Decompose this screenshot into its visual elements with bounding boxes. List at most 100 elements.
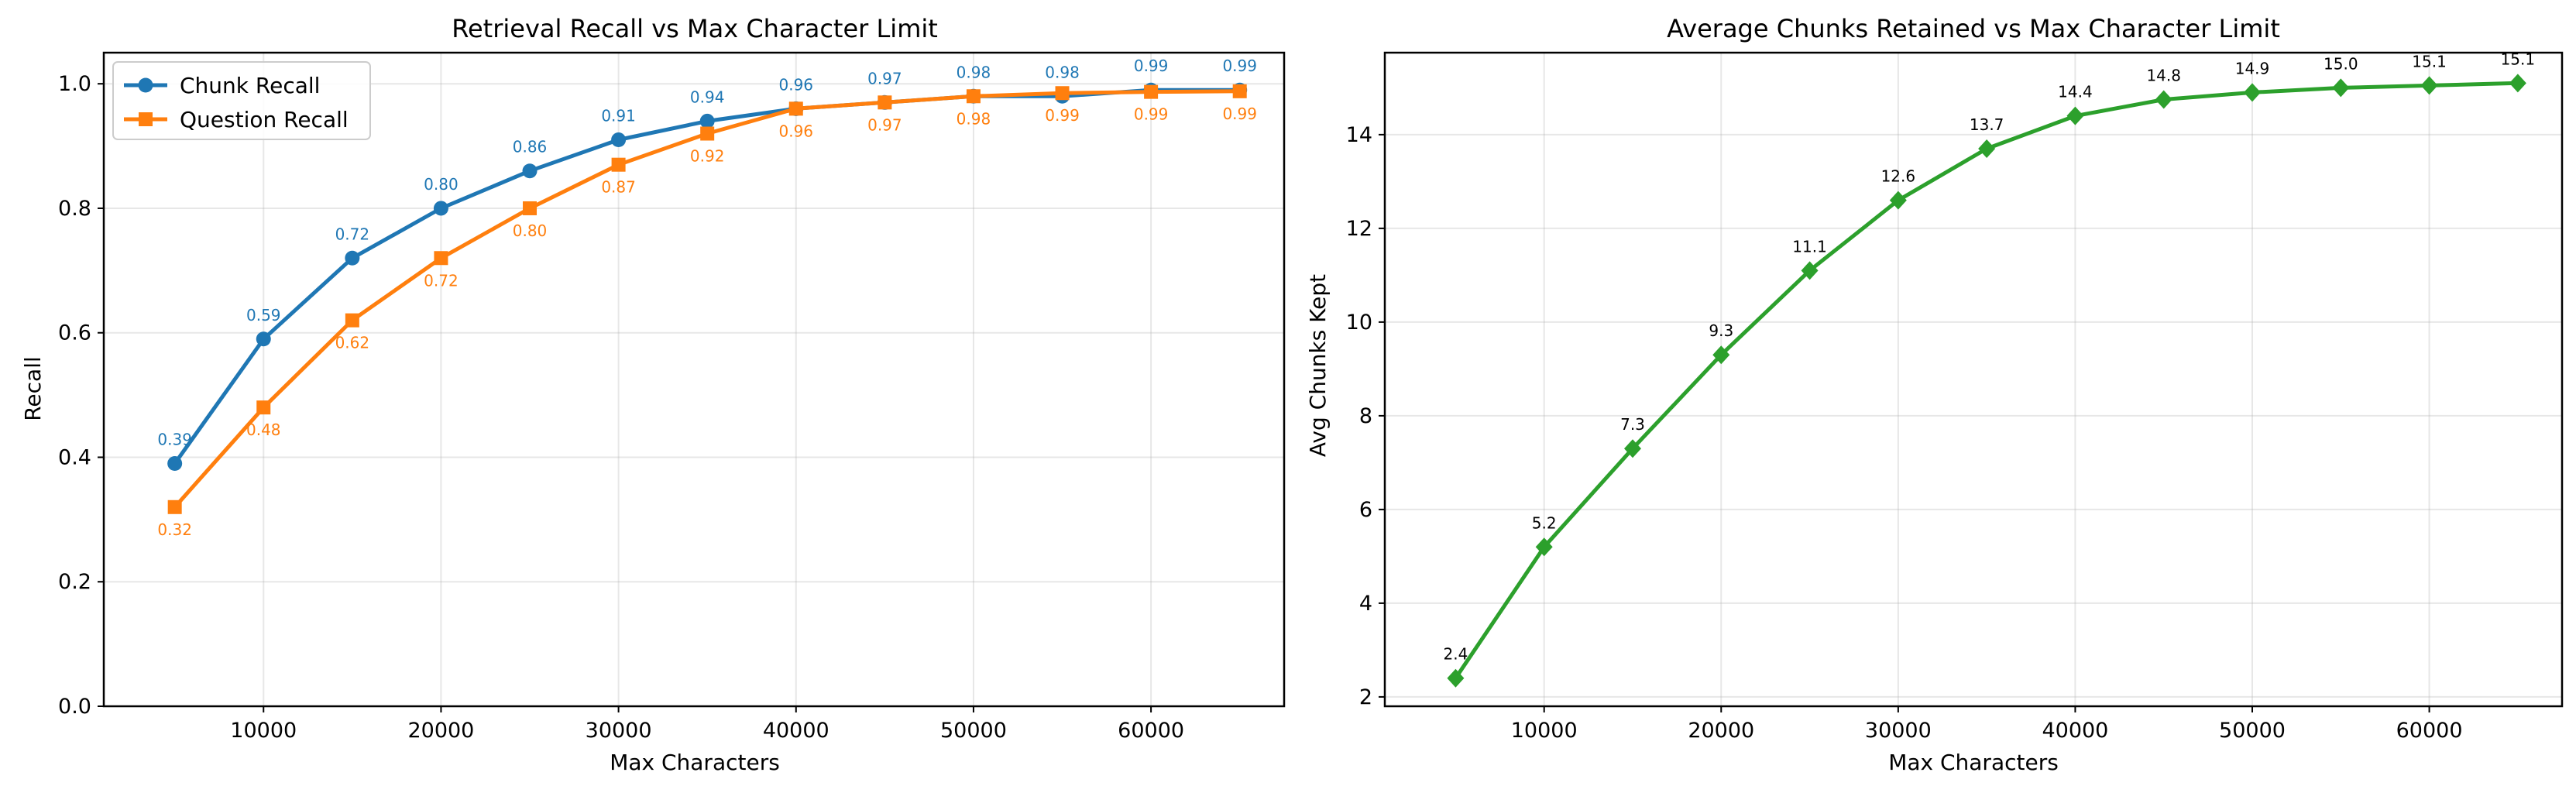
y-tick-label: 0.0 <box>58 695 91 719</box>
y-tick-label: 0.4 <box>58 445 91 469</box>
data-point <box>1144 84 1159 99</box>
data-point <box>700 126 715 141</box>
axes-frame <box>1383 51 2564 708</box>
y-tick-label: 4 <box>1359 592 1372 616</box>
data-point <box>2155 90 2172 109</box>
data-label: 0.99 <box>1045 106 1080 125</box>
chart-recall: Retrieval Recall vs Max Character Limit … <box>20 14 1286 775</box>
data-label: 0.98 <box>957 63 991 81</box>
legend-marker <box>138 77 153 93</box>
x-tick-label: 10000 <box>1511 719 1578 743</box>
data-label: 0.96 <box>779 122 814 140</box>
y-tick-label: 10 <box>1346 311 1372 335</box>
y-tick-label: 0.2 <box>58 570 91 594</box>
y-tick-label: 14 <box>1346 123 1372 147</box>
data-label: 0.99 <box>1134 57 1169 75</box>
data-point <box>1624 439 1641 458</box>
data-label: 0.86 <box>513 138 548 156</box>
data-label: 7.3 <box>1620 415 1645 434</box>
y-tick-label: 0.6 <box>58 321 91 345</box>
data-point <box>2244 83 2261 102</box>
data-label: 0.80 <box>513 221 548 240</box>
data-label: 5.2 <box>1532 513 1557 532</box>
data-label: 11.1 <box>1792 237 1827 256</box>
data-point <box>1978 139 1996 159</box>
data-label: 0.99 <box>1134 105 1169 124</box>
data-label: 0.98 <box>957 109 991 128</box>
y-tick-label: 1.0 <box>58 72 91 96</box>
data-label: 0.59 <box>246 306 281 324</box>
data-label: 2.4 <box>1444 645 1468 664</box>
data-point <box>1535 537 1553 557</box>
data-point <box>1055 86 1070 101</box>
data-label: 0.72 <box>335 225 370 243</box>
data-label: 14.8 <box>2146 67 2181 85</box>
data-point <box>256 400 271 415</box>
x-tick-label: 40000 <box>763 719 829 743</box>
x-tick-label: 60000 <box>2396 719 2463 743</box>
data-label: 0.62 <box>335 334 370 352</box>
data-label: 12.6 <box>1881 167 1916 186</box>
data-label: 0.96 <box>779 75 814 94</box>
data-point <box>522 163 538 179</box>
data-label: 0.80 <box>424 175 459 194</box>
data-point <box>1232 84 1247 98</box>
x-tick-label: 30000 <box>586 719 652 743</box>
x-tick-label: 30000 <box>1865 719 1932 743</box>
data-label: 0.72 <box>424 271 459 290</box>
x-tick-label: 50000 <box>2219 719 2286 743</box>
data-point <box>611 132 627 148</box>
data-point <box>788 101 803 116</box>
data-point <box>523 201 538 215</box>
data-point <box>1801 261 1819 280</box>
data-point <box>699 113 715 129</box>
data-label: 0.39 <box>157 431 192 449</box>
series-line <box>1454 81 2518 680</box>
data-point <box>2066 106 2084 125</box>
data-point <box>345 250 360 266</box>
data-label: 0.94 <box>690 88 725 106</box>
legend-marker <box>139 112 153 126</box>
legend-box <box>112 61 371 140</box>
data-label: 0.48 <box>246 421 281 439</box>
data-label: 15.1 <box>2412 52 2447 70</box>
data-point <box>433 201 448 216</box>
data-point <box>2420 76 2438 95</box>
data-label: 0.99 <box>1222 105 1257 123</box>
data-point <box>345 313 359 328</box>
data-label: 13.7 <box>1970 115 2004 134</box>
chart-title: Retrieval Recall vs Max Character Limit <box>452 14 938 43</box>
x-tick-label: 20000 <box>407 719 474 743</box>
y-tick-label: 12 <box>1346 217 1372 241</box>
axes-frame <box>102 51 1286 708</box>
y-tick-label: 0.8 <box>58 197 91 221</box>
data-label: 0.32 <box>157 520 192 539</box>
y-tick-label: 6 <box>1359 498 1372 522</box>
x-tick-label: 10000 <box>230 719 297 743</box>
data-point <box>167 456 183 472</box>
legend-label: Chunk Recall <box>180 73 320 98</box>
legend: Chunk Recall Question Recall <box>112 61 371 140</box>
y-axis-label: Avg Chunks Kept <box>1305 274 1331 457</box>
data-label: 0.87 <box>601 178 636 197</box>
data-label: 0.98 <box>1045 63 1080 81</box>
data-label: 9.3 <box>1709 321 1733 340</box>
chart-chunks: Average Chunks Retained vs Max Character… <box>1305 14 2564 775</box>
x-tick-label: 20000 <box>1688 719 1754 743</box>
y-axis-label: Recall <box>20 356 46 421</box>
data-label: 0.99 <box>1222 57 1257 75</box>
data-label: 0.97 <box>867 69 902 88</box>
chart-title: Average Chunks Retained vs Max Character… <box>1667 14 2280 43</box>
x-axis-label: Max Characters <box>1888 750 2059 775</box>
data-point <box>2332 78 2350 98</box>
legend-label: Question Recall <box>180 107 349 132</box>
y-tick-label: 8 <box>1359 404 1372 428</box>
y-tick-label: 2 <box>1359 685 1372 709</box>
data-point <box>611 157 626 172</box>
data-point <box>256 331 271 347</box>
data-point <box>878 95 892 110</box>
data-point <box>1889 191 1907 210</box>
data-label: 0.97 <box>867 115 902 134</box>
data-point <box>1712 345 1730 365</box>
